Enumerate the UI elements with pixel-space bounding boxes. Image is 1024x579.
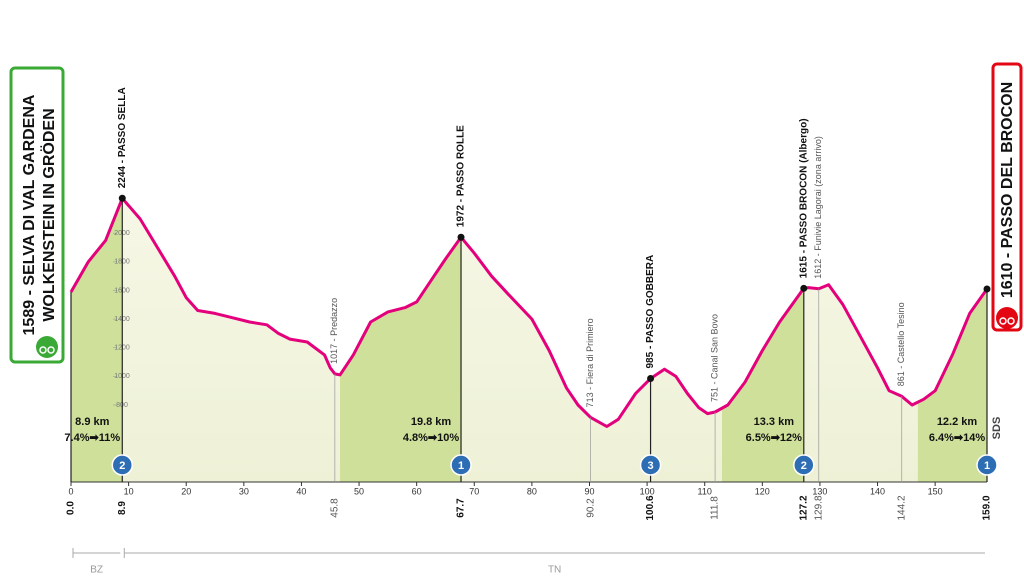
start-box: 1589 - SELVA DI VAL GARDENA WOLKENSTEIN … (9, 66, 65, 364)
km-label: 8.9 (117, 501, 128, 515)
finish-box: 1610 - PASSO DEL BROCON (991, 62, 1023, 332)
start-icon-wheel (39, 346, 47, 354)
climb-length: 13.3 km (754, 416, 795, 428)
point-dot (457, 233, 465, 241)
km-label: 111.8 (710, 496, 721, 520)
start-line: WOLKENSTEIN IN GRÖDEN (39, 108, 58, 321)
x-tick-label: 60 (412, 486, 422, 496)
climb-gradient: 6.5%➡12% (746, 432, 803, 444)
point-name: 751 - Canal San Bovo (709, 314, 719, 402)
x-tick-label: 150 (928, 486, 943, 496)
km-label: 0.0 (66, 501, 77, 515)
point-name: 1615 - PASSO BROCON (Albergo) (798, 118, 809, 278)
x-tick-label: 40 (296, 486, 306, 496)
point-name: 1612 - Funivie Lagorai (zona arrivo) (813, 136, 823, 279)
x-tick-label: 140 (870, 486, 885, 496)
category-number: 1 (984, 460, 990, 472)
category-number: 1 (458, 460, 464, 472)
point-dot (647, 375, 655, 383)
category-badge (976, 454, 998, 476)
start-icon-wheel (47, 346, 55, 354)
x-tick-label: 20 (181, 486, 191, 496)
region-label: BZ (90, 565, 103, 576)
km-label: 90.2 (585, 498, 596, 518)
km-label: 144.2 (896, 495, 907, 520)
point-name: 1972 - PASSO ROLLE (456, 125, 467, 227)
x-tick-label: 90 (584, 486, 594, 496)
point-dot (800, 284, 808, 292)
category-badge (111, 454, 134, 476)
point-name: 1017 - Predazzo (329, 298, 339, 364)
category-badge (793, 454, 815, 476)
point-name: 713 - Fiera di Primiero (585, 318, 595, 407)
km-label: 67.7 (456, 498, 467, 518)
x-tick-label: 120 (755, 486, 770, 496)
logo: SDS (991, 417, 1003, 440)
category-badge (450, 454, 472, 476)
x-tick-label: 50 (354, 486, 364, 496)
climb-length: 8.9 km (75, 416, 109, 428)
x-tick-label: 130 (812, 486, 827, 496)
x-tick-label: 70 (469, 486, 479, 496)
x-tick-label: 0 (68, 486, 73, 496)
x-tick-label: 110 (698, 486, 712, 496)
climb-length: 19.8 km (411, 416, 452, 428)
region-label: TN (548, 565, 561, 576)
category-badge (639, 454, 662, 476)
climb-gradient: 4.8%➡10% (403, 432, 460, 444)
km-label: 129.8 (813, 495, 824, 520)
x-tick-label: 30 (239, 486, 249, 496)
point-name: 985 - PASSO GOBBERA (645, 255, 656, 369)
finish-icon-wheel (999, 317, 1007, 325)
category-number: 3 (647, 460, 653, 472)
finish-frame (991, 62, 1023, 332)
finish-icon (996, 307, 1018, 329)
start-line: 1589 - SELVA DI VAL GARDENA (21, 94, 38, 335)
km-label: 159.0 (982, 495, 993, 520)
profile-area (71, 198, 987, 483)
x-tick-label: 10 (124, 486, 134, 496)
profile-line (69, 196, 989, 428)
km-label: 127.2 (798, 495, 809, 520)
point-dot (983, 285, 991, 293)
start-icon (36, 336, 58, 358)
point-name: 861 - Castello Tesino (896, 302, 906, 386)
x-tick-label: 80 (527, 486, 537, 496)
category-number: 2 (119, 460, 125, 472)
climb-length: 12.2 km (937, 416, 978, 428)
climb-gradient: 7.4%➡11% (64, 432, 120, 444)
point-name: 2244 - PASSO SELLA (117, 87, 128, 188)
km-label: 100.6 (645, 495, 656, 520)
point-dot (118, 194, 126, 202)
start-frame (9, 66, 65, 364)
km-label: 45.8 (329, 498, 340, 518)
x-tick-label: 100 (640, 486, 655, 496)
climb-gradient: 6.4%➡14% (929, 432, 986, 444)
finish-text: 1610 - PASSO DEL BROCON (999, 82, 1016, 298)
category-number: 2 (801, 460, 807, 472)
finish-icon-wheel (1007, 317, 1015, 325)
